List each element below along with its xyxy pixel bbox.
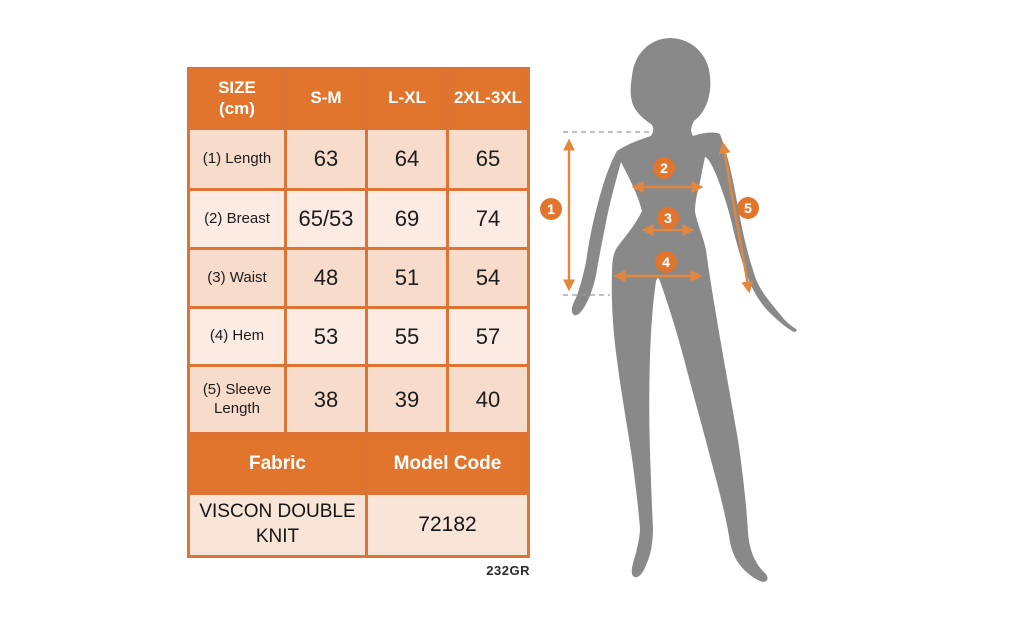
column-header-2xl3xl: 2XL-3XL: [449, 70, 527, 127]
marker-4-hem: 4: [655, 251, 677, 273]
sleeve-sm: 38: [287, 367, 365, 432]
breast-2xl3xl: 74: [449, 191, 527, 247]
hem-2xl3xl: 57: [449, 309, 527, 364]
breast-lxl: 69: [368, 191, 446, 247]
marker-5-sleeve: 5: [737, 197, 759, 219]
sleeve-2xl3xl: 40: [449, 367, 527, 432]
sleeve-lxl: 39: [368, 367, 446, 432]
row-label-sleeve-length: (5) Sleeve Length: [190, 367, 284, 432]
waist-2xl3xl: 54: [449, 250, 527, 306]
length-lxl: 64: [368, 130, 446, 188]
waist-sm: 48: [287, 250, 365, 306]
row-label-hem: (4) Hem: [190, 309, 284, 364]
column-header-sm: S-M: [287, 70, 365, 127]
length-sm: 63: [287, 130, 365, 188]
measurement-figure: [563, 38, 797, 582]
marker-1-length: 1: [540, 198, 562, 220]
row-label-breast: (2) Breast: [190, 191, 284, 247]
marker-2-breast: 2: [653, 157, 675, 179]
female-silhouette: [571, 38, 797, 582]
arrow-sleeve: [718, 141, 754, 294]
breast-sm: 65/53: [287, 191, 365, 247]
marker-3-waist: 3: [657, 207, 679, 229]
length-2xl3xl: 65: [449, 130, 527, 188]
hem-lxl: 55: [368, 309, 446, 364]
fabric-header: Fabric: [190, 435, 365, 492]
model-code-value: 72182: [368, 495, 527, 555]
hem-sm: 53: [287, 309, 365, 364]
size-header-cell: SIZE (cm): [190, 70, 284, 127]
size-header-line2: (cm): [219, 98, 255, 118]
row-label-waist: (3) Waist: [190, 250, 284, 306]
waist-lxl: 51: [368, 250, 446, 306]
row-label-length: (1) Length: [190, 130, 284, 188]
column-header-lxl: L-XL: [368, 70, 446, 127]
size-table: SIZE (cm) S-M L-XL 2XL-3XL (1) Length 63…: [187, 67, 530, 558]
weight-footnote: 232GR: [486, 563, 530, 578]
model-code-header: Model Code: [368, 435, 527, 492]
fabric-value: VISCON DOUBLE KNIT: [190, 495, 365, 555]
size-header-line1: SIZE: [218, 78, 256, 98]
